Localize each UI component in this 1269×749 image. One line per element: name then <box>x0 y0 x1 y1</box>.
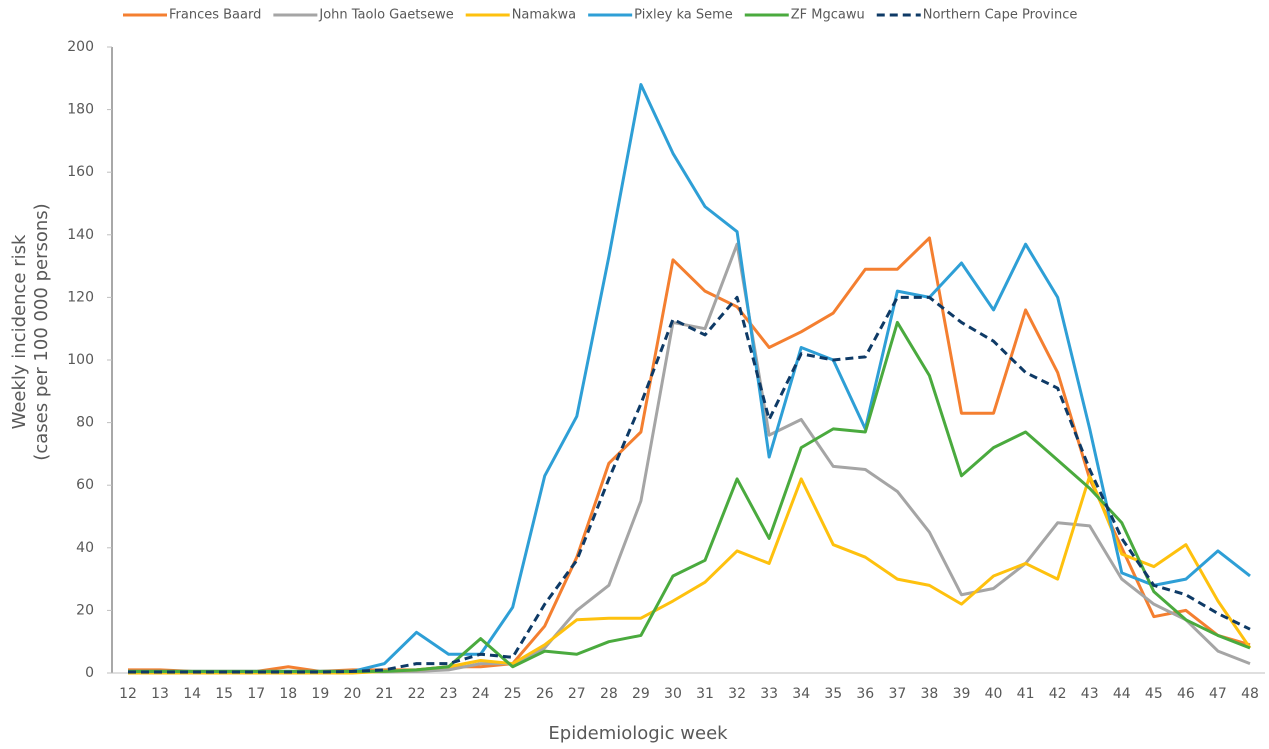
legend-label: Northern Cape Province <box>923 8 1078 23</box>
x-tick-label: 40 <box>985 686 1003 702</box>
x-tick-label: 23 <box>440 686 458 702</box>
x-tick-label: 32 <box>728 686 746 702</box>
x-tick-label: 17 <box>247 686 265 702</box>
x-tick-label: 27 <box>568 686 586 702</box>
legend-label: Namakwa <box>512 8 576 23</box>
x-tick-label: 35 <box>824 686 842 702</box>
x-tick-label: 37 <box>888 686 906 702</box>
x-tick-label: 26 <box>536 686 554 702</box>
legend-label: ZF Mgcawu <box>791 8 865 23</box>
x-tick-label: 47 <box>1209 686 1227 702</box>
x-tick-label: 29 <box>632 686 650 702</box>
x-tick-label: 19 <box>311 686 329 702</box>
y-tick-label: 120 <box>67 289 94 305</box>
x-tick-label: 43 <box>1081 686 1099 702</box>
x-tick-label: 20 <box>343 686 361 702</box>
y-tick-label: 200 <box>67 39 94 55</box>
x-tick-label: 41 <box>1017 686 1035 702</box>
y-tick-label: 60 <box>76 477 94 493</box>
x-tick-label: 30 <box>664 686 682 702</box>
x-tick-label: 48 <box>1241 686 1259 702</box>
x-tick-label: 39 <box>953 686 971 702</box>
x-tick-label: 34 <box>792 686 810 702</box>
x-tick-label: 21 <box>376 686 394 702</box>
x-tick-label: 25 <box>504 686 522 702</box>
legend-label: John Taolo Gaetsewe <box>318 8 453 23</box>
x-tick-label: 24 <box>472 686 490 702</box>
x-tick-label: 36 <box>856 686 874 702</box>
y-tick-label: 40 <box>76 540 94 556</box>
y-tick-label: 20 <box>76 602 94 618</box>
x-tick-label: 14 <box>183 686 201 702</box>
x-tick-label: 46 <box>1177 686 1195 702</box>
y-tick-label: 140 <box>67 227 94 243</box>
x-tick-label: 44 <box>1113 686 1131 702</box>
y-axis-label: Weekly incidence risk <box>9 234 30 429</box>
x-tick-label: 15 <box>215 686 233 702</box>
x-tick-label: 28 <box>600 686 618 702</box>
x-tick-label: 22 <box>408 686 426 702</box>
x-tick-label: 42 <box>1049 686 1067 702</box>
legend-label: Frances Baard <box>169 8 261 23</box>
x-tick-label: 18 <box>279 686 297 702</box>
x-tick-label: 13 <box>151 686 169 702</box>
x-tick-label: 45 <box>1145 686 1163 702</box>
chart: Epidemiologic week Weekly incidence risk… <box>0 0 1269 749</box>
x-tick-label: 38 <box>921 686 939 702</box>
x-tick-label: 31 <box>696 686 714 702</box>
x-axis-label: Epidemiologic week <box>548 723 728 744</box>
x-tick-label: 33 <box>760 686 778 702</box>
x-tick-label: 12 <box>119 686 137 702</box>
y-tick-label: 160 <box>67 164 94 180</box>
y-tick-label: 0 <box>85 665 94 681</box>
y-axis-label: (cases per 100 000 persons) <box>31 203 52 460</box>
y-tick-label: 100 <box>67 352 94 368</box>
y-tick-label: 180 <box>67 102 94 118</box>
legend-label: Pixley ka Seme <box>634 8 733 23</box>
y-tick-label: 80 <box>76 415 94 431</box>
